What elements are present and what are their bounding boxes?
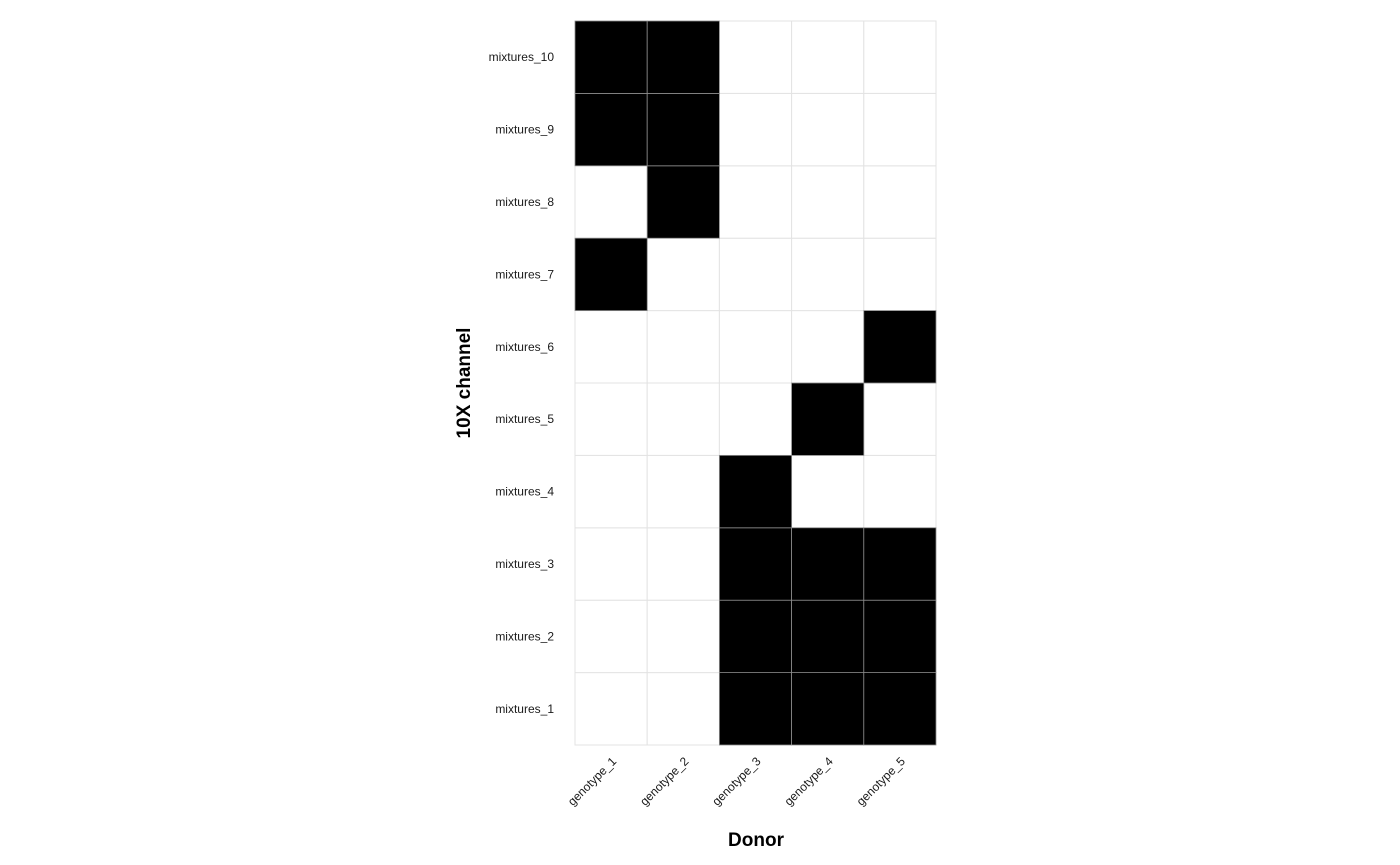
heatmap-cell-mixtures_1-genotype_3 [719,672,793,746]
x-axis-title: Donor [728,830,785,851]
heatmap-cell-mixtures_7-genotype_5 [863,237,937,312]
heatmap-cell-mixtures_7-genotype_4 [791,237,865,312]
heatmap-cell-mixtures_8-genotype_1 [574,165,648,239]
heatmap-cell-mixtures_3-genotype_4 [791,527,865,601]
heatmap-cell-mixtures_7-genotype_1 [574,237,648,311]
heatmap-cell-mixtures_8-genotype_4 [791,165,865,239]
y-tick-label-mixtures_9: mixtures_9 [495,123,554,137]
heatmap-cell-mixtures_1-genotype_5 [863,672,937,746]
heatmap-cell-mixtures_7-genotype_3 [718,237,793,312]
heatmap-cell-mixtures_4-genotype_3 [719,454,793,529]
heatmap-cell-mixtures_9-genotype_3 [718,92,793,167]
heatmap-cell-mixtures_4-genotype_1 [574,454,648,529]
y-axis-title: 10X channel [454,328,475,439]
heatmap-cell-mixtures_8-genotype_3 [718,165,793,239]
heatmap-cell-mixtures_6-genotype_2 [646,310,720,384]
heatmap-cell-mixtures_7-genotype_2 [646,237,720,312]
heatmap-cell-mixtures_8-genotype_2 [646,165,720,239]
heatmap-cell-mixtures_2-genotype_1 [574,599,648,674]
heatmap-cell-mixtures_5-genotype_1 [574,382,648,456]
heatmap-cell-mixtures_10-genotype_3 [718,20,793,94]
heatmap-cell-mixtures_6-genotype_3 [718,310,793,384]
y-tick-label-mixtures_3: mixtures_3 [495,557,554,571]
heatmap-cell-mixtures_2-genotype_3 [719,599,793,674]
heatmap-cell-mixtures_10-genotype_5 [863,20,937,94]
y-tick-label-mixtures_1: mixtures_1 [495,702,554,716]
heatmap-cell-mixtures_5-genotype_5 [863,382,937,456]
heatmap-cells [574,20,937,746]
y-tick-label-mixtures_4: mixtures_4 [495,485,554,499]
y-tick-label-mixtures_7: mixtures_7 [495,267,554,281]
heatmap-cell-mixtures_10-genotype_2 [646,20,720,94]
heatmap-cell-mixtures_1-genotype_1 [574,672,648,746]
y-tick-label-mixtures_6: mixtures_6 [495,340,554,354]
heatmap-cell-mixtures_3-genotype_2 [646,527,720,601]
heatmap-cell-mixtures_5-genotype_4 [791,382,865,456]
heatmap-cell-mixtures_9-genotype_4 [791,92,865,167]
heatmap-cell-mixtures_2-genotype_4 [791,599,865,674]
y-tick-label-mixtures_5: mixtures_5 [495,412,554,426]
heatmap-cell-mixtures_4-genotype_2 [646,454,720,529]
heatmap-cell-mixtures_6-genotype_1 [574,310,648,384]
heatmap-cell-mixtures_5-genotype_3 [718,382,793,456]
heatmap-cell-mixtures_10-genotype_1 [574,20,648,94]
heatmap-cell-mixtures_1-genotype_4 [791,672,865,746]
heatmap-cell-mixtures_9-genotype_1 [574,93,648,167]
heatmap-cell-mixtures_9-genotype_5 [863,92,937,167]
heatmap-cell-mixtures_4-genotype_4 [791,454,865,529]
heatmap-cell-mixtures_3-genotype_1 [574,527,648,601]
heatmap-cell-mixtures_4-genotype_5 [863,454,937,529]
heatmap-cell-mixtures_9-genotype_2 [646,93,720,167]
heatmap-cell-mixtures_6-genotype_4 [791,310,865,384]
y-tick-label-mixtures_2: mixtures_2 [495,629,554,643]
heatmap-cell-mixtures_5-genotype_2 [646,382,720,456]
heatmap-cell-mixtures_3-genotype_5 [863,527,937,601]
heatmap-cell-mixtures_10-genotype_4 [791,20,865,94]
heatmap-cell-mixtures_6-genotype_5 [863,310,937,384]
heatmap-cell-mixtures_3-genotype_3 [719,527,793,601]
y-tick-label-mixtures_10: mixtures_10 [489,50,555,64]
heatmap-cell-mixtures_1-genotype_2 [646,672,720,746]
heatmap-cell-mixtures_2-genotype_5 [863,599,937,674]
y-tick-label-mixtures_8: mixtures_8 [495,195,554,209]
y-axis-tick-labels: mixtures_1 mixtures_2 mixtures_3 mixtures_4… [489,50,555,716]
heatmap-cell-mixtures_2-genotype_2 [646,599,720,674]
heatmap-cell-mixtures_8-genotype_5 [863,165,937,239]
